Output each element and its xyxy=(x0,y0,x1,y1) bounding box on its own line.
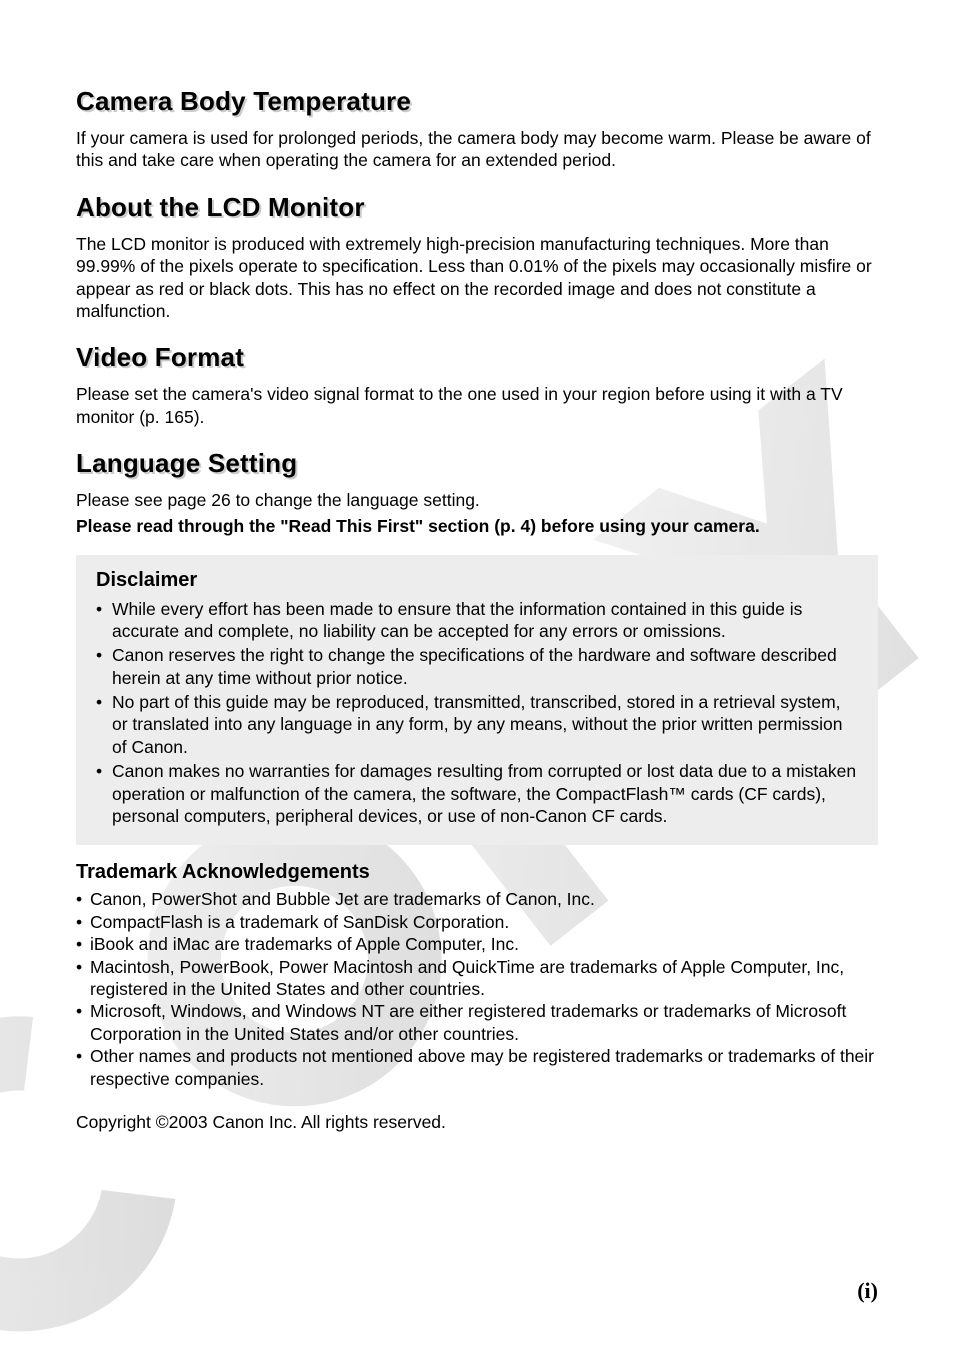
disclaimer-item: No part of this guide may be reproduced,… xyxy=(96,691,858,758)
trademark-item: Canon, PowerShot and Bubble Jet are trad… xyxy=(76,888,878,910)
disclaimer-title: Disclaimer xyxy=(96,569,858,592)
page-number: (i) xyxy=(857,1278,878,1304)
read-this-first-note: Please read through the "Read This First… xyxy=(76,516,878,537)
heading-lcd-monitor: About the LCD Monitor xyxy=(76,192,878,223)
section-language-setting: Language Setting Please see page 26 to c… xyxy=(76,448,878,536)
disclaimer-item: Canon makes no warranties for damages re… xyxy=(96,760,858,827)
heading-video-format: Video Format xyxy=(76,342,878,373)
heading-camera-body-temperature: Camera Body Temperature xyxy=(76,86,878,117)
trademark-item: Other names and products not mentioned a… xyxy=(76,1045,878,1090)
disclaimer-box: Disclaimer While every effort has been m… xyxy=(76,555,878,846)
section-lcd-monitor: About the LCD Monitor The LCD monitor is… xyxy=(76,192,878,323)
section-camera-body-temperature: Camera Body Temperature If your camera i… xyxy=(76,86,878,172)
trademark-list: Canon, PowerShot and Bubble Jet are trad… xyxy=(76,888,878,1090)
trademark-item: Macintosh, PowerBook, Power Macintosh an… xyxy=(76,956,878,1001)
disclaimer-item: While every effort has been made to ensu… xyxy=(96,598,858,643)
disclaimer-item: Canon reserves the right to change the s… xyxy=(96,644,858,689)
trademark-item: CompactFlash is a trademark of SanDisk C… xyxy=(76,911,878,933)
trademark-item: iBook and iMac are trademarks of Apple C… xyxy=(76,933,878,955)
trademark-item: Microsoft, Windows, and Windows NT are e… xyxy=(76,1000,878,1045)
heading-trademark-acknowledgements: Trademark Acknowledgements xyxy=(76,861,878,884)
copyright-line: Copyright ©2003 Canon Inc. All rights re… xyxy=(76,1112,878,1133)
body-lcd-monitor: The LCD monitor is produced with extreme… xyxy=(76,233,878,323)
disclaimer-list: While every effort has been made to ensu… xyxy=(96,598,858,828)
section-video-format: Video Format Please set the camera's vid… xyxy=(76,342,878,428)
body-language-setting: Please see page 26 to change the languag… xyxy=(76,489,878,511)
heading-language-setting: Language Setting xyxy=(76,448,878,479)
page-content: Camera Body Temperature If your camera i… xyxy=(0,0,954,1133)
body-camera-body-temperature: If your camera is used for prolonged per… xyxy=(76,127,878,172)
body-video-format: Please set the camera's video signal for… xyxy=(76,383,878,428)
